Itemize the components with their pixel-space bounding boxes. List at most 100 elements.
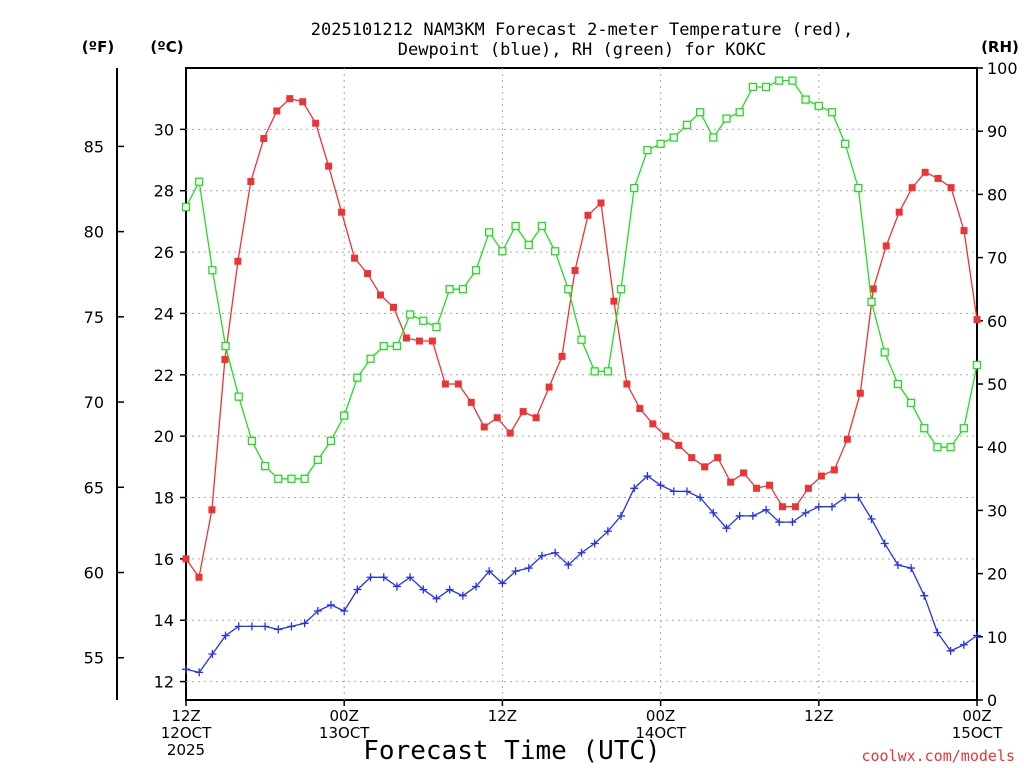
2-meter-temperature-point [195, 573, 203, 581]
dewpoint-point [485, 567, 494, 576]
2-meter-temperature-point [662, 432, 670, 440]
2-meter-temperature-point [351, 254, 359, 262]
2-meter-temperature-point [960, 227, 968, 235]
2-meter-temperature-line [185, 97, 978, 579]
rh-point [392, 341, 402, 351]
dewpoint-point [841, 493, 850, 502]
rh-tick-label: 50 [987, 375, 1007, 394]
dewpoint-point [959, 640, 968, 649]
rh-tick-label: 0 [987, 691, 997, 710]
2-meter-temperature-point [273, 107, 281, 115]
2-meter-temperature-point [753, 484, 761, 492]
2-meter-temperature-point [260, 135, 268, 143]
dewpoint-point [551, 548, 560, 557]
dewpoint-point [537, 551, 546, 560]
2-meter-temperature-point [830, 466, 838, 474]
rh-point [195, 177, 204, 186]
2-meter-temperature-point [623, 380, 631, 388]
rh-tick-label: 20 [987, 565, 1007, 584]
dewpoint-point [893, 561, 902, 570]
dewpoint-point [511, 567, 520, 576]
celsius-ticks: 12 14 16 18 20 22 24 26 28 30 [154, 120, 186, 692]
2-meter-temperature-point [286, 95, 294, 103]
rh-point [208, 266, 217, 275]
rh-point [722, 114, 731, 123]
rh-point [511, 221, 520, 231]
rh-point [827, 108, 837, 117]
2-meter-temperature-point [584, 211, 592, 219]
rh-point [247, 436, 257, 446]
credit-text: coolwx.com/models [861, 747, 1015, 765]
rh-tick-label: 30 [987, 501, 1007, 520]
rh-point [432, 322, 441, 332]
fahrenheit-ticks: 55 60 65 70 75 80 85 [84, 137, 124, 668]
2-meter-temperature-point [610, 297, 618, 305]
dewpoint-point [340, 607, 349, 616]
2-meter-temperature-point [377, 291, 385, 299]
dewpoint-point [366, 573, 375, 582]
dewpoint-point [709, 508, 718, 517]
2-meter-temperature-point [766, 481, 774, 489]
rh-point [748, 82, 758, 92]
dewpoint-point [419, 585, 428, 594]
rh-point [221, 341, 230, 351]
rh-line [185, 79, 978, 480]
x-tick-label: 12Z [171, 707, 200, 725]
dewpoint-point [867, 514, 876, 523]
rh-point [234, 392, 243, 401]
fahrenheit-tick-label: 85 [84, 137, 104, 156]
rh-point [841, 139, 850, 148]
chart-title-line1: 2025101212 NAM3KM Forecast 2-meter Tempe… [311, 20, 853, 40]
rh-tick-label: 80 [987, 185, 1007, 204]
dewpoint-point [327, 600, 336, 609]
rh-tick-label: 90 [987, 122, 1007, 141]
celsius-tick-label: 16 [154, 550, 174, 569]
2-meter-temperature-point [882, 242, 890, 250]
2-meter-temperature-point [441, 380, 449, 388]
x-tick-label: 12OCT [161, 724, 212, 742]
2-meter-temperature-point [688, 454, 696, 462]
rh-point [616, 285, 626, 294]
dewpoint-point [682, 487, 691, 496]
rh-point [735, 108, 744, 117]
x-tick-label: 00Z [330, 707, 359, 725]
2-meter-temperature-point [727, 478, 735, 486]
rh-point [353, 373, 362, 382]
rh-point [577, 335, 586, 344]
dewpoint-point [907, 564, 916, 573]
dewpoint-point [300, 619, 309, 628]
dewpoint-point [379, 573, 388, 582]
rh-point [880, 348, 889, 357]
x-tick-label: 15OCT [952, 724, 1003, 742]
2-meter-temperature-point [908, 184, 916, 192]
rh-tick-label: 100 [987, 59, 1018, 78]
rh-point [946, 443, 955, 452]
2-meter-temperature-point [234, 257, 242, 265]
2-meter-temperature-point [480, 423, 488, 431]
dewpoint-point [880, 539, 889, 548]
rh-point [260, 462, 270, 471]
rh-point [445, 285, 454, 294]
2-meter-temperature-point [714, 454, 722, 462]
2-meter-temperature-point [519, 408, 527, 416]
dewpoint-point [577, 548, 586, 557]
x-tick-label: 00Z [646, 707, 675, 725]
dewpoint-point [353, 585, 362, 594]
dewpoint-point [656, 481, 665, 490]
rh-point [643, 146, 652, 155]
dewpoint-point [458, 591, 467, 600]
x-tick-label: 13OCT [319, 724, 370, 742]
2-meter-temperature-point [402, 334, 410, 342]
dewpoint-point [498, 579, 507, 588]
2-meter-temperature-point [636, 405, 644, 413]
celsius-tick-label: 14 [154, 611, 174, 630]
rh-point [485, 228, 494, 237]
rh-point [788, 76, 797, 85]
rh-point [326, 436, 336, 446]
chart-title-line2: Dewpoint (blue), RH (green) for KOKC [398, 40, 766, 60]
dewpoint-point [432, 594, 441, 603]
rh-point [906, 398, 916, 408]
2-meter-temperature-point [325, 162, 333, 170]
rh-point [814, 101, 823, 111]
